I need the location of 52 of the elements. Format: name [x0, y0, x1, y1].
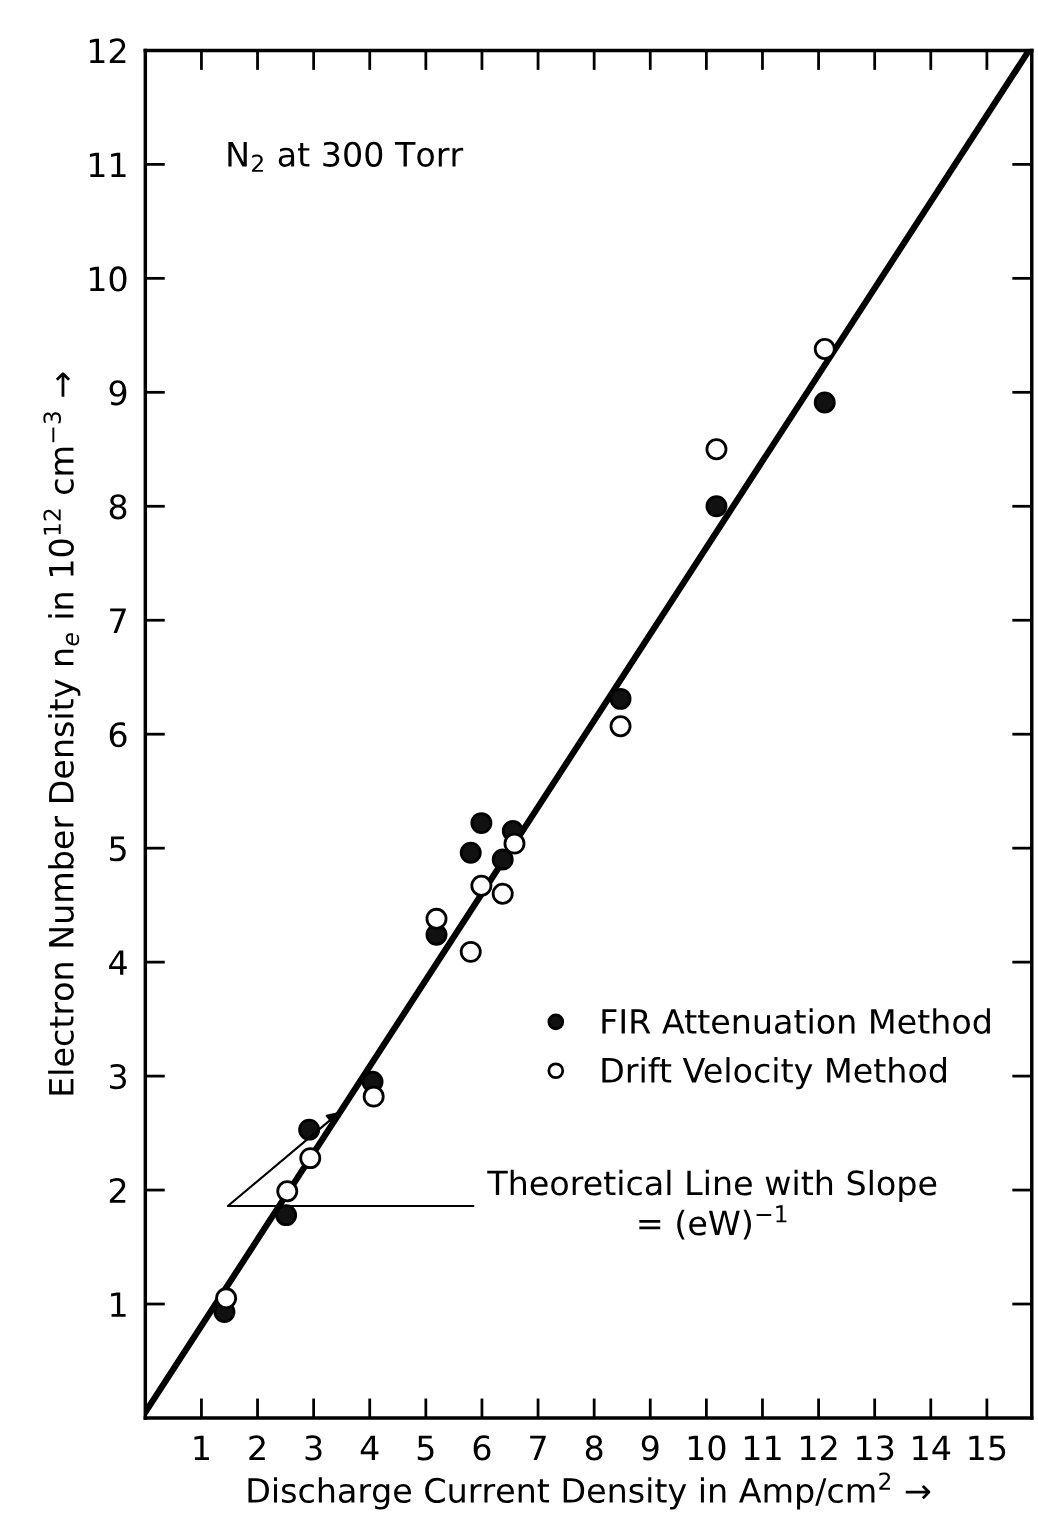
annotation: N$_{2}$ at 300 Torr: [228, 141, 464, 172]
y-tick-label: 11: [89, 152, 126, 178]
y-tick-label: 10: [89, 266, 127, 292]
y-tick-label: 6: [109, 722, 127, 748]
point: [609, 715, 632, 738]
point: [470, 874, 493, 897]
x-tick-label: 1: [194, 1435, 209, 1460]
y-tick-label: 12: [89, 38, 126, 64]
x-tick-label: 7: [530, 1435, 546, 1460]
y-tick-label: 1: [111, 1292, 126, 1317]
point: [491, 882, 514, 905]
point: [813, 338, 836, 360]
point: [215, 1287, 238, 1310]
point: [491, 848, 514, 871]
point: [609, 687, 632, 710]
x-tick-label: 10: [688, 1435, 726, 1461]
legend-label: FIR Attenuation Method: [602, 1008, 990, 1034]
point: [470, 812, 493, 835]
point: [299, 1147, 322, 1170]
y-tick-label: 4: [109, 950, 127, 975]
legend-label: Drift Velocity Method: [602, 1057, 946, 1090]
x-tick-label: 14: [913, 1435, 951, 1460]
point: [276, 1180, 299, 1203]
x-tick-label: 9: [641, 1435, 659, 1461]
y-tick-label: 7: [110, 608, 126, 633]
point: [425, 907, 448, 930]
x-tick-label: 3: [305, 1435, 322, 1461]
x-tick-label: 12: [801, 1435, 837, 1460]
y-tick-label: 5: [110, 836, 126, 862]
y-axis-title: Electron Number Density n$_{e}$ in 10$^{12}$ cm$^{−3}$ →: [43, 372, 81, 1095]
point: [705, 495, 728, 518]
point: [275, 1204, 298, 1227]
y-tick-label: 9: [109, 380, 127, 406]
point: [362, 1085, 385, 1108]
x-tick-label: 13: [857, 1435, 894, 1461]
x-tick-label: 11: [744, 1435, 781, 1460]
x-tick-label: 4: [360, 1435, 379, 1460]
x-tick-label: 15: [969, 1435, 1006, 1461]
point: [503, 832, 526, 855]
x-tick-label: 8: [585, 1435, 603, 1461]
x-axis-title: Discharge Current Density in Amp/cm$^{2}$ →: [248, 1472, 931, 1510]
y-tick-label: 3: [109, 1064, 126, 1090]
point: [705, 438, 728, 461]
x-tick-label: 2: [249, 1435, 265, 1460]
annotation: Theoretical Line with Slope = (eW)$^{−1}$: [487, 1169, 937, 1240]
y-tick-label: 2: [109, 1177, 126, 1203]
y-tick-label: 8: [109, 494, 127, 520]
point: [459, 841, 482, 864]
point: [459, 940, 482, 963]
x-tick-label: 5: [417, 1435, 434, 1461]
point: [813, 391, 836, 414]
x-tick-label: 6: [473, 1435, 491, 1461]
